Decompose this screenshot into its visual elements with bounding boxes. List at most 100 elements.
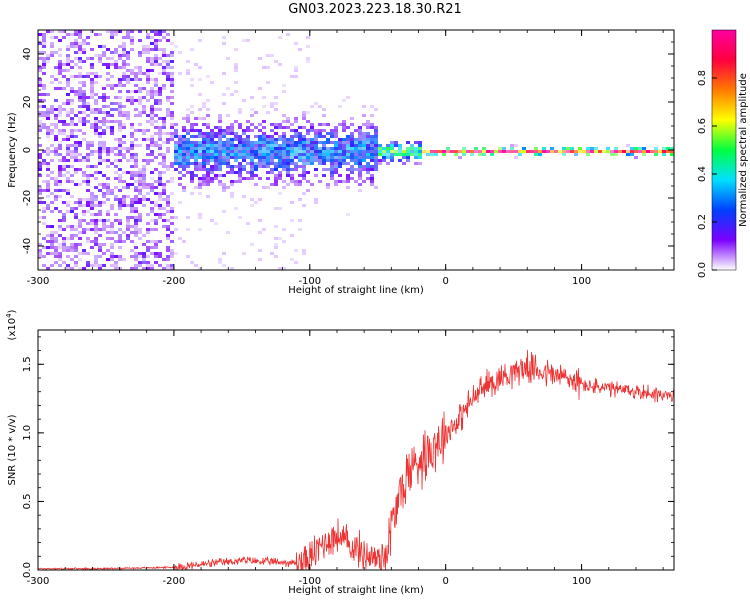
heatmap-cell bbox=[102, 183, 106, 186]
heatmap-cell bbox=[58, 243, 62, 246]
heatmap-cell bbox=[358, 129, 362, 132]
heatmap-cell bbox=[126, 57, 130, 60]
heatmap-cell bbox=[74, 42, 78, 45]
heatmap-cell bbox=[186, 216, 190, 219]
heatmap-cell bbox=[130, 36, 134, 39]
heatmap-cell bbox=[150, 120, 154, 123]
heatmap-cell bbox=[250, 159, 254, 162]
heatmap-cell bbox=[58, 87, 62, 90]
heatmap-cell bbox=[42, 72, 46, 75]
heatmap-cell bbox=[106, 231, 110, 234]
heatmap-cell bbox=[118, 120, 122, 123]
heatmap-cell bbox=[130, 240, 134, 243]
heatmap-cell bbox=[126, 183, 130, 186]
heatmap-cell bbox=[406, 156, 410, 159]
heatmap-cell bbox=[226, 57, 230, 60]
heatmap-cell bbox=[214, 168, 218, 171]
heatmap-cell bbox=[330, 153, 334, 156]
heatmap-cell bbox=[146, 231, 150, 234]
heatmap-cell bbox=[166, 168, 170, 171]
heatmap-cell bbox=[62, 30, 66, 33]
heatmap-cell bbox=[66, 99, 70, 102]
heatmap-cell bbox=[142, 198, 146, 201]
heatmap-cell bbox=[102, 96, 106, 99]
heatmap-cell bbox=[666, 147, 670, 150]
heatmap-cell bbox=[82, 252, 86, 255]
heatmap-cell bbox=[122, 66, 126, 69]
heatmap-cell bbox=[74, 141, 78, 144]
heatmap-cell bbox=[82, 99, 86, 102]
heatmap-cell bbox=[54, 150, 58, 153]
heatmap-cell bbox=[278, 237, 282, 240]
heatmap-cell bbox=[170, 102, 174, 105]
heatmap-cell bbox=[610, 153, 614, 156]
heatmap-cell bbox=[230, 141, 234, 144]
heatmap-cell bbox=[342, 141, 346, 144]
heatmap-cell bbox=[278, 144, 282, 147]
heatmap-cell bbox=[350, 132, 354, 135]
heatmap-cell bbox=[134, 207, 138, 210]
heatmap-cell bbox=[394, 150, 398, 153]
heatmap-cell bbox=[262, 126, 266, 129]
heatmap-cell bbox=[222, 156, 226, 159]
heatmap-cell bbox=[86, 114, 90, 117]
heatmap-cell bbox=[266, 141, 270, 144]
heatmap-cell bbox=[418, 153, 422, 156]
heatmap-cell bbox=[498, 150, 502, 153]
heatmap-cell bbox=[178, 150, 182, 153]
heatmap-cell bbox=[70, 150, 74, 153]
heatmap-cell bbox=[262, 135, 266, 138]
heatmap-cell bbox=[218, 165, 222, 168]
heatmap-cell bbox=[78, 90, 82, 93]
heatmap-cell bbox=[130, 255, 134, 258]
heatmap-cell bbox=[194, 141, 198, 144]
heatmap-cell bbox=[322, 168, 326, 171]
heatmap-cell bbox=[370, 177, 374, 180]
heatmap-cell bbox=[110, 237, 114, 240]
heatmap-cell bbox=[70, 228, 74, 231]
page-title: GN03.2023.223.18.30.R21 bbox=[288, 2, 462, 17]
heatmap-cell bbox=[346, 180, 350, 183]
heatmap-cell bbox=[150, 96, 154, 99]
heatmap-cell bbox=[106, 66, 110, 69]
heatmap-cell bbox=[74, 90, 78, 93]
heatmap-cell bbox=[310, 144, 314, 147]
heatmap-cell bbox=[38, 42, 42, 45]
heatmap-cell bbox=[286, 147, 290, 150]
heatmap-cell bbox=[134, 219, 138, 222]
heatmap-cell bbox=[150, 207, 154, 210]
heatmap-cell bbox=[670, 150, 674, 153]
heatmap-cell bbox=[326, 186, 330, 189]
heatmap-cell bbox=[50, 75, 54, 78]
heatmap-cell bbox=[114, 60, 118, 63]
heatmap-cell bbox=[82, 213, 86, 216]
heatmap-cell bbox=[78, 231, 82, 234]
heatmap-cell bbox=[638, 147, 642, 150]
heatmap-cell bbox=[370, 141, 374, 144]
heatmap-cell bbox=[38, 84, 42, 87]
heatmap-cell bbox=[46, 186, 50, 189]
heatmap-cell bbox=[90, 126, 94, 129]
heatmap-cell bbox=[158, 57, 162, 60]
heatmap-cell bbox=[290, 153, 294, 156]
heatmap-cell bbox=[162, 72, 166, 75]
heatmap-cell bbox=[454, 150, 458, 153]
heatmap-cell bbox=[274, 132, 278, 135]
heatmap-cell bbox=[262, 228, 266, 231]
heatmap-cell bbox=[374, 153, 378, 156]
heatmap-cell bbox=[42, 189, 46, 192]
heatmap-cell bbox=[134, 144, 138, 147]
heatmap-cell bbox=[158, 183, 162, 186]
heatmap-cell bbox=[194, 264, 198, 267]
heatmap-cell bbox=[254, 156, 258, 159]
heatmap-cell bbox=[98, 159, 102, 162]
heatmap-cell bbox=[90, 192, 94, 195]
heatmap-cell bbox=[262, 144, 266, 147]
heatmap-cell bbox=[70, 210, 74, 213]
heatmap-cell bbox=[286, 183, 290, 186]
heatmap-cell bbox=[162, 159, 166, 162]
heatmap-cell bbox=[46, 267, 50, 270]
heatmap-cell bbox=[230, 267, 234, 270]
heatmap-cell bbox=[150, 36, 154, 39]
heatmap-cell bbox=[286, 126, 290, 129]
